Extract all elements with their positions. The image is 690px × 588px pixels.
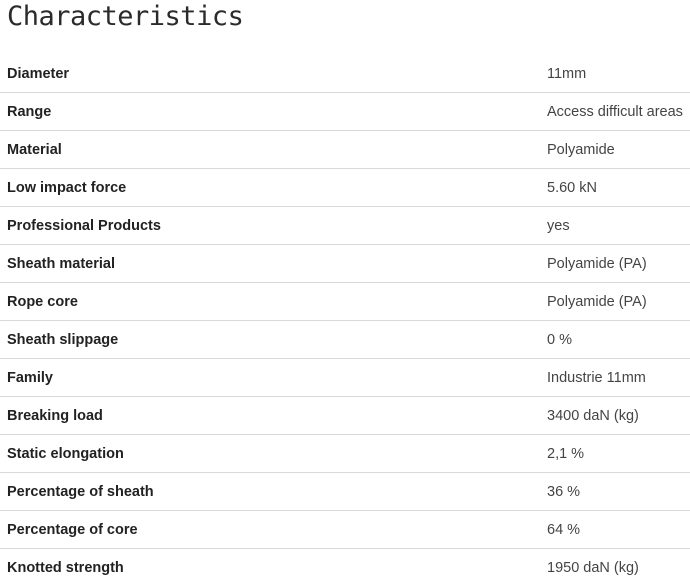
row-label: Sheath material: [7, 255, 115, 272]
table-row: Sheath material Polyamide (PA): [0, 245, 690, 283]
row-label: Static elongation: [7, 445, 124, 462]
row-label: Low impact force: [7, 179, 127, 196]
row-value: 36 %: [547, 483, 581, 500]
row-label: Professional Products: [7, 217, 161, 234]
table-row: Knotted strength 1950 daN (kg): [0, 549, 690, 586]
table-row: Breaking load 3400 daN (kg): [0, 397, 690, 435]
row-label: Percentage of core: [7, 521, 138, 538]
row-label: Diameter: [7, 65, 70, 82]
row-value: Polyamide (PA): [547, 255, 647, 272]
table-row: Percentage of core 64 %: [0, 511, 690, 549]
row-value: 0 %: [547, 331, 572, 348]
row-label: Knotted strength: [7, 559, 124, 576]
row-label: Rope core: [7, 293, 78, 310]
row-value: Access difficult areas: [547, 103, 683, 120]
table-row: Static elongation 2,1 %: [0, 435, 690, 473]
row-value: 5.60 kN: [547, 179, 597, 196]
row-label: Breaking load: [7, 407, 103, 424]
row-value: 2,1 %: [547, 445, 585, 462]
row-value: 3400 daN (kg): [547, 407, 639, 424]
row-value: 1950 daN (kg): [547, 559, 639, 576]
row-value: 11mm: [547, 65, 587, 82]
row-label: Sheath slippage: [7, 331, 119, 348]
table-row: Material Polyamide: [0, 131, 690, 169]
row-label: Family: [7, 369, 53, 386]
table-row: Percentage of sheath 36 %: [0, 473, 690, 511]
table-row: Family Industrie 11mm: [0, 359, 690, 397]
row-value: Polyamide (PA): [547, 293, 647, 310]
table-row: Sheath slippage 0 %: [0, 321, 690, 359]
table-row: Range Access difficult areas: [0, 93, 690, 131]
table-row: Diameter 11mm: [0, 55, 690, 93]
table-row: Rope core Polyamide (PA): [0, 283, 690, 321]
row-value: 64 %: [547, 521, 581, 538]
page-title: Characteristics: [7, 1, 244, 32]
table-row: Low impact force 5.60 kN: [0, 169, 690, 207]
row-label: Material: [7, 141, 62, 158]
row-label: Range: [7, 103, 52, 120]
row-value: yes: [547, 217, 570, 234]
table-row: Professional Products yes: [0, 207, 690, 245]
characteristics-table: Diameter 11mm Range Access difficult are…: [0, 55, 690, 586]
row-label: Percentage of sheath: [7, 483, 154, 500]
row-value: Polyamide: [547, 141, 615, 158]
row-value: Industrie 11mm: [547, 369, 646, 386]
